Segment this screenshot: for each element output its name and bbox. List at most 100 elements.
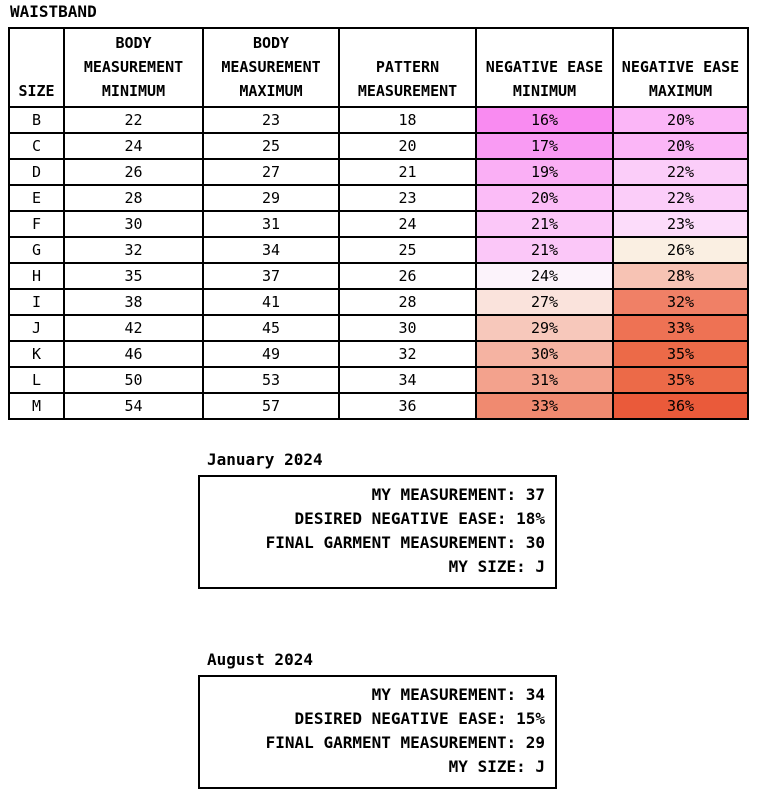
cell-size: M	[8, 392, 65, 420]
cell-negative-ease-min: 33%	[475, 392, 614, 420]
cell-pattern-measurement: 36	[338, 392, 477, 420]
column-header-pattern-measurement: PATTERN MEASUREMENT	[338, 27, 477, 108]
cell-negative-ease-min: 24%	[475, 262, 614, 290]
table-row: K 46 49 32 30% 35%	[8, 340, 749, 368]
note-january: January 2024 MY MEASUREMENT: 37 DESIRED …	[198, 450, 557, 589]
column-header-size: SIZE	[8, 27, 65, 108]
note-line-my-size: MY SIZE: J	[448, 557, 545, 576]
cell-negative-ease-min: 19%	[475, 158, 614, 186]
cell-body-measurement-min: 26	[63, 158, 204, 186]
cell-size: C	[8, 132, 65, 160]
cell-size: G	[8, 236, 65, 264]
cell-size: I	[8, 288, 65, 316]
cell-negative-ease-min: 29%	[475, 314, 614, 342]
cell-negative-ease-max: 32%	[612, 288, 749, 316]
note-box: MY MEASUREMENT: 37 DESIRED NEGATIVE EASE…	[198, 475, 557, 589]
table-row: C 24 25 20 17% 20%	[8, 132, 749, 160]
cell-negative-ease-min: 16%	[475, 106, 614, 134]
cell-size: J	[8, 314, 65, 342]
table-row: L 50 53 34 31% 35%	[8, 366, 749, 394]
cell-size: H	[8, 262, 65, 290]
page-title: WAISTBAND	[10, 2, 97, 21]
note-august: August 2024 MY MEASUREMENT: 34 DESIRED N…	[198, 650, 557, 789]
cell-size: B	[8, 106, 65, 134]
cell-negative-ease-max: 36%	[612, 392, 749, 420]
cell-negative-ease-max: 33%	[612, 314, 749, 342]
cell-body-measurement-max: 49	[202, 340, 340, 368]
cell-pattern-measurement: 25	[338, 236, 477, 264]
cell-pattern-measurement: 30	[338, 314, 477, 342]
cell-negative-ease-max: 20%	[612, 106, 749, 134]
table-row: M 54 57 36 33% 36%	[8, 392, 749, 420]
table-header-row: SIZE BODY MEASUREMENT MINIMUM BODY MEASU…	[8, 27, 749, 108]
table-row: F 30 31 24 21% 23%	[8, 210, 749, 238]
cell-body-measurement-min: 28	[63, 184, 204, 212]
cell-size: E	[8, 184, 65, 212]
cell-negative-ease-min: 31%	[475, 366, 614, 394]
table-row: E 28 29 23 20% 22%	[8, 184, 749, 212]
cell-pattern-measurement: 18	[338, 106, 477, 134]
cell-negative-ease-max: 35%	[612, 366, 749, 394]
table-row: J 42 45 30 29% 33%	[8, 314, 749, 342]
cell-negative-ease-min: 21%	[475, 210, 614, 238]
cell-pattern-measurement: 20	[338, 132, 477, 160]
column-header-negative-ease-min: NEGATIVE EASE MINIMUM	[475, 27, 614, 108]
cell-size: L	[8, 366, 65, 394]
cell-size: F	[8, 210, 65, 238]
table-row: I 38 41 28 27% 32%	[8, 288, 749, 316]
cell-body-measurement-min: 46	[63, 340, 204, 368]
note-line-my-measurement: MY MEASUREMENT: 34	[371, 685, 545, 704]
cell-body-measurement-min: 24	[63, 132, 204, 160]
cell-negative-ease-max: 35%	[612, 340, 749, 368]
note-line-desired-negative-ease: DESIRED NEGATIVE EASE: 15%	[294, 709, 545, 728]
column-header-body-measurement-min: BODY MEASUREMENT MINIMUM	[63, 27, 204, 108]
cell-body-measurement-max: 57	[202, 392, 340, 420]
column-header-body-measurement-max: BODY MEASUREMENT MAXIMUM	[202, 27, 340, 108]
cell-body-measurement-max: 31	[202, 210, 340, 238]
note-line-final-garment-measurement: FINAL GARMENT MEASUREMENT: 30	[265, 533, 545, 552]
cell-negative-ease-min: 17%	[475, 132, 614, 160]
note-heading: August 2024	[207, 650, 313, 669]
cell-pattern-measurement: 26	[338, 262, 477, 290]
cell-body-measurement-min: 30	[63, 210, 204, 238]
waistband-size-table: SIZE BODY MEASUREMENT MINIMUM BODY MEASU…	[8, 27, 749, 420]
cell-negative-ease-max: 26%	[612, 236, 749, 264]
column-header-negative-ease-max: NEGATIVE EASE MAXIMUM	[612, 27, 749, 108]
cell-body-measurement-max: 41	[202, 288, 340, 316]
cell-negative-ease-min: 30%	[475, 340, 614, 368]
cell-pattern-measurement: 32	[338, 340, 477, 368]
cell-negative-ease-max: 23%	[612, 210, 749, 238]
cell-body-measurement-min: 32	[63, 236, 204, 264]
cell-body-measurement-max: 27	[202, 158, 340, 186]
cell-body-measurement-min: 22	[63, 106, 204, 134]
note-heading: January 2024	[207, 450, 323, 469]
note-line-my-size: MY SIZE: J	[448, 757, 545, 776]
cell-body-measurement-min: 50	[63, 366, 204, 394]
table-row: H 35 37 26 24% 28%	[8, 262, 749, 290]
cell-negative-ease-max: 20%	[612, 132, 749, 160]
cell-body-measurement-max: 25	[202, 132, 340, 160]
cell-body-measurement-min: 54	[63, 392, 204, 420]
cell-pattern-measurement: 21	[338, 158, 477, 186]
cell-body-measurement-min: 42	[63, 314, 204, 342]
cell-body-measurement-max: 34	[202, 236, 340, 264]
cell-pattern-measurement: 24	[338, 210, 477, 238]
cell-negative-ease-min: 27%	[475, 288, 614, 316]
cell-body-measurement-min: 35	[63, 262, 204, 290]
note-line-desired-negative-ease: DESIRED NEGATIVE EASE: 18%	[294, 509, 545, 528]
cell-body-measurement-max: 53	[202, 366, 340, 394]
note-box: MY MEASUREMENT: 34 DESIRED NEGATIVE EASE…	[198, 675, 557, 789]
cell-negative-ease-min: 20%	[475, 184, 614, 212]
cell-negative-ease-max: 28%	[612, 262, 749, 290]
cell-negative-ease-max: 22%	[612, 184, 749, 212]
cell-body-measurement-max: 37	[202, 262, 340, 290]
table-row: B 22 23 18 16% 20%	[8, 106, 749, 134]
table-row: G 32 34 25 21% 26%	[8, 236, 749, 264]
cell-body-measurement-max: 23	[202, 106, 340, 134]
table-row: D 26 27 21 19% 22%	[8, 158, 749, 186]
cell-body-measurement-max: 45	[202, 314, 340, 342]
cell-pattern-measurement: 34	[338, 366, 477, 394]
cell-body-measurement-max: 29	[202, 184, 340, 212]
cell-body-measurement-min: 38	[63, 288, 204, 316]
note-line-final-garment-measurement: FINAL GARMENT MEASUREMENT: 29	[265, 733, 545, 752]
